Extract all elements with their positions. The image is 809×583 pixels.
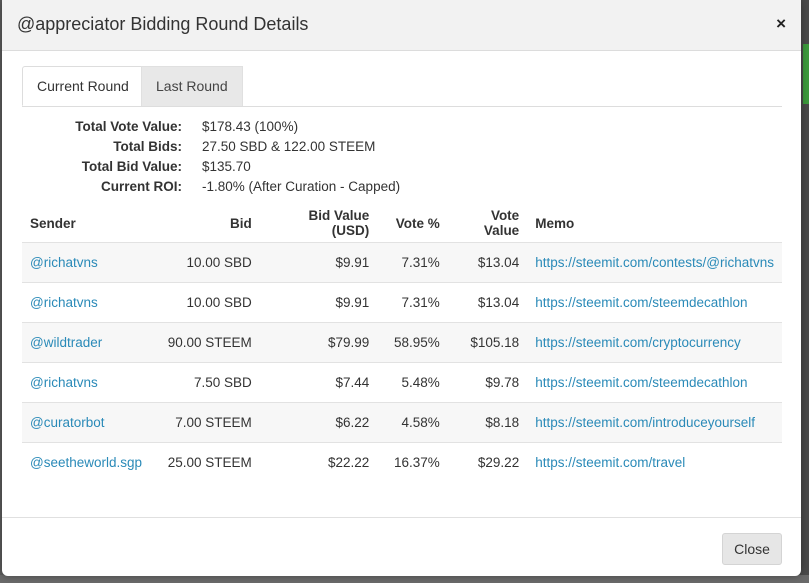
table-row: @richatvns 10.00 SBD $9.91 7.31% $13.04 … <box>22 282 782 323</box>
memo-cell: https://steemit.com/introduceyourself <box>527 402 782 443</box>
column-header-sender: Sender <box>30 215 76 231</box>
bid-cell: 10.00 SBD <box>153 282 260 323</box>
vote-value-cell: $105.18 <box>447 322 528 363</box>
bids-table: Sender Bid Bid Value (USD) Vote % Vote V… <box>22 204 782 482</box>
memo-cell: https://steemit.com/cryptocurrency <box>527 322 782 363</box>
vote-percent-cell: 4.58% <box>377 402 448 443</box>
memo-cell: https://steemit.com/steemdecathlon <box>527 282 782 323</box>
table-header-row: Sender Bid Bid Value (USD) Vote % Vote V… <box>22 204 782 243</box>
sender-link[interactable]: @richatvns <box>30 295 98 310</box>
round-tabs: Current Round Last Round <box>22 66 782 107</box>
tab-current-round[interactable]: Current Round <box>22 66 144 106</box>
summary-label: Total Vote Value: <box>75 119 182 134</box>
bid-cell: 7.00 STEEM <box>153 402 260 443</box>
memo-cell: https://steemit.com/contests/@richatvns <box>527 242 782 283</box>
memo-link[interactable]: https://steemit.com/cryptocurrency <box>535 335 741 350</box>
bid-value-cell: $9.91 <box>259 282 378 323</box>
summary-value: 27.50 SBD & 122.00 STEEM <box>202 139 376 154</box>
close-button[interactable]: Close <box>722 533 782 565</box>
vote-value-cell: $13.04 <box>447 282 528 323</box>
bid-value-cell: $7.44 <box>259 362 378 403</box>
summary-label: Total Bids: <box>113 139 182 154</box>
bid-cell: 90.00 STEEM <box>153 322 260 363</box>
vote-percent-cell: 16.37% <box>377 442 448 482</box>
memo-link[interactable]: https://steemit.com/steemdecathlon <box>535 295 748 310</box>
modal-header: @appreciator Bidding Round Details × <box>2 0 801 51</box>
summary-value: -1.80% (After Curation - Capped) <box>202 179 401 194</box>
vote-value-cell: $13.04 <box>447 242 528 283</box>
bid-cell: 25.00 STEEM <box>153 442 260 482</box>
sender-cell: @richatvns <box>22 242 154 283</box>
sender-link[interactable]: @richatvns <box>30 375 98 390</box>
vote-percent-cell: 7.31% <box>377 242 448 283</box>
bid-value-cell: $79.99 <box>259 322 378 363</box>
memo-link[interactable]: https://steemit.com/introduceyourself <box>535 415 756 430</box>
table-row: @curatorbot 7.00 STEEM $6.22 4.58% $8.18… <box>22 402 782 443</box>
table-row: @seetheworld.sgp 25.00 STEEM $22.22 16.3… <box>22 442 782 482</box>
vote-value-cell: $8.18 <box>447 402 528 443</box>
table-row: @wildtrader 90.00 STEEM $79.99 58.95% $1… <box>22 322 782 363</box>
column-header-bid: Bid <box>230 215 252 231</box>
sender-link[interactable]: @seetheworld.sgp <box>30 455 143 470</box>
vote-percent-cell: 7.31% <box>377 282 448 323</box>
memo-cell: https://steemit.com/steemdecathlon <box>527 362 782 403</box>
sender-link[interactable]: @wildtrader <box>30 335 103 350</box>
vote-percent-cell: 5.48% <box>377 362 448 403</box>
bid-value-cell: $9.91 <box>259 242 378 283</box>
tab-last-round[interactable]: Last Round <box>141 66 243 106</box>
summary-value: $135.70 <box>202 159 251 174</box>
close-icon[interactable]: × <box>776 14 786 33</box>
sender-cell: @richatvns <box>22 282 154 323</box>
background-page-accent <box>803 44 809 104</box>
sender-link[interactable]: @curatorbot <box>30 415 105 430</box>
memo-cell: https://steemit.com/travel <box>527 442 782 482</box>
vote-percent-cell: 58.95% <box>377 322 448 363</box>
vote-value-cell: $29.22 <box>447 442 528 482</box>
summary-label: Current ROI: <box>101 179 182 194</box>
summary-value: $178.43 (100%) <box>202 119 299 134</box>
sender-cell: @richatvns <box>22 362 154 403</box>
bid-value-cell: $6.22 <box>259 402 378 443</box>
bid-value-cell: $22.22 <box>259 442 378 482</box>
vote-value-cell: $9.78 <box>447 362 528 403</box>
bid-cell: 7.50 SBD <box>153 362 260 403</box>
sender-link[interactable]: @richatvns <box>30 255 98 270</box>
column-header-memo: Memo <box>535 215 575 231</box>
table-row: @richatvns 10.00 SBD $9.91 7.31% $13.04 … <box>22 242 782 283</box>
memo-link[interactable]: https://steemit.com/steemdecathlon <box>535 375 748 390</box>
sender-cell: @seetheworld.sgp <box>22 442 154 482</box>
column-header-vote-value: Vote Value <box>483 208 520 238</box>
memo-link[interactable]: https://steemit.com/contests/@richatvns <box>535 255 774 270</box>
background-page-bottom <box>0 575 809 583</box>
memo-link[interactable]: https://steemit.com/travel <box>535 455 686 470</box>
bidding-round-modal: @appreciator Bidding Round Details × Cur… <box>2 0 801 576</box>
modal-title: @appreciator Bidding Round Details <box>17 14 309 34</box>
modal-footer: Close <box>2 517 801 576</box>
column-header-bid-value: Bid Value (USD) <box>308 208 370 238</box>
column-header-vote-percent: Vote % <box>395 215 440 231</box>
summary-label: Total Bid Value: <box>81 159 182 174</box>
sender-cell: @curatorbot <box>22 402 154 443</box>
sender-cell: @wildtrader <box>22 322 154 363</box>
table-row: @richatvns 7.50 SBD $7.44 5.48% $9.78 ht… <box>22 362 782 403</box>
bid-cell: 10.00 SBD <box>153 242 260 283</box>
